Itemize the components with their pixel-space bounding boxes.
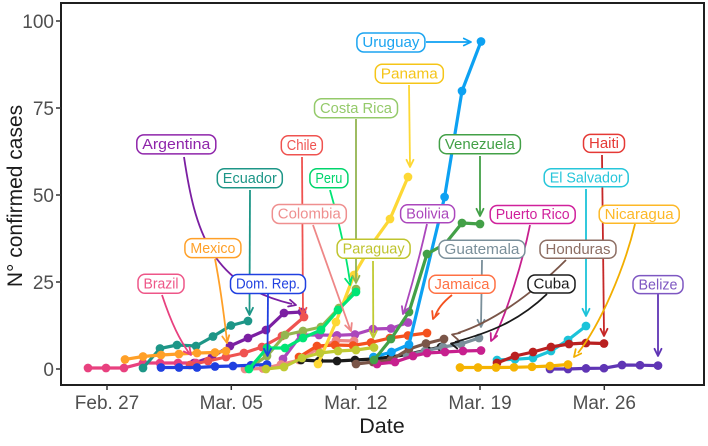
svg-text:Chile: Chile xyxy=(287,137,317,154)
svg-text:Belize: Belize xyxy=(639,276,678,293)
svg-text:N° confirmed cases: N° confirmed cases xyxy=(4,105,27,287)
svg-text:Cuba: Cuba xyxy=(534,276,571,293)
svg-text:50: 50 xyxy=(33,186,54,207)
svg-text:Jamaica: Jamaica xyxy=(435,276,491,293)
svg-text:Nicaragua: Nicaragua xyxy=(605,206,675,223)
svg-text:Colombia: Colombia xyxy=(278,206,342,223)
svg-text:Haiti: Haiti xyxy=(589,135,619,152)
svg-text:Dom. Rep.: Dom. Rep. xyxy=(236,276,300,293)
svg-text:Brazil: Brazil xyxy=(144,276,179,293)
svg-text:Feb. 27: Feb. 27 xyxy=(75,393,139,414)
svg-text:Mar. 05: Mar. 05 xyxy=(200,393,263,414)
svg-text:Mar. 19: Mar. 19 xyxy=(448,393,511,414)
svg-text:Peru: Peru xyxy=(315,170,342,187)
svg-text:Argentina: Argentina xyxy=(142,136,211,153)
svg-text:Costa Rica: Costa Rica xyxy=(320,100,393,117)
svg-text:Ecuador: Ecuador xyxy=(223,170,277,187)
svg-text:El Salvador: El Salvador xyxy=(550,169,623,186)
svg-text:Uruguay: Uruguay xyxy=(362,34,419,51)
svg-text:Venezuela: Venezuela xyxy=(445,136,516,153)
svg-text:Honduras: Honduras xyxy=(546,241,611,258)
svg-text:Panama: Panama xyxy=(381,65,439,82)
svg-text:Bolivia: Bolivia xyxy=(406,206,450,223)
svg-text:25: 25 xyxy=(33,273,54,294)
svg-text:Mar. 12: Mar. 12 xyxy=(324,393,387,414)
svg-text:75: 75 xyxy=(33,99,54,120)
svg-text:Paraguay: Paraguay xyxy=(343,241,405,258)
svg-text:Puerto Rico: Puerto Rico xyxy=(496,206,570,223)
svg-text:Date: Date xyxy=(359,414,404,438)
svg-text:Mexico: Mexico xyxy=(190,240,235,257)
svg-text:100: 100 xyxy=(22,12,54,33)
svg-text:Guatemala: Guatemala xyxy=(444,241,520,258)
svg-text:Mar. 26: Mar. 26 xyxy=(573,393,636,414)
svg-text:0: 0 xyxy=(43,360,54,381)
